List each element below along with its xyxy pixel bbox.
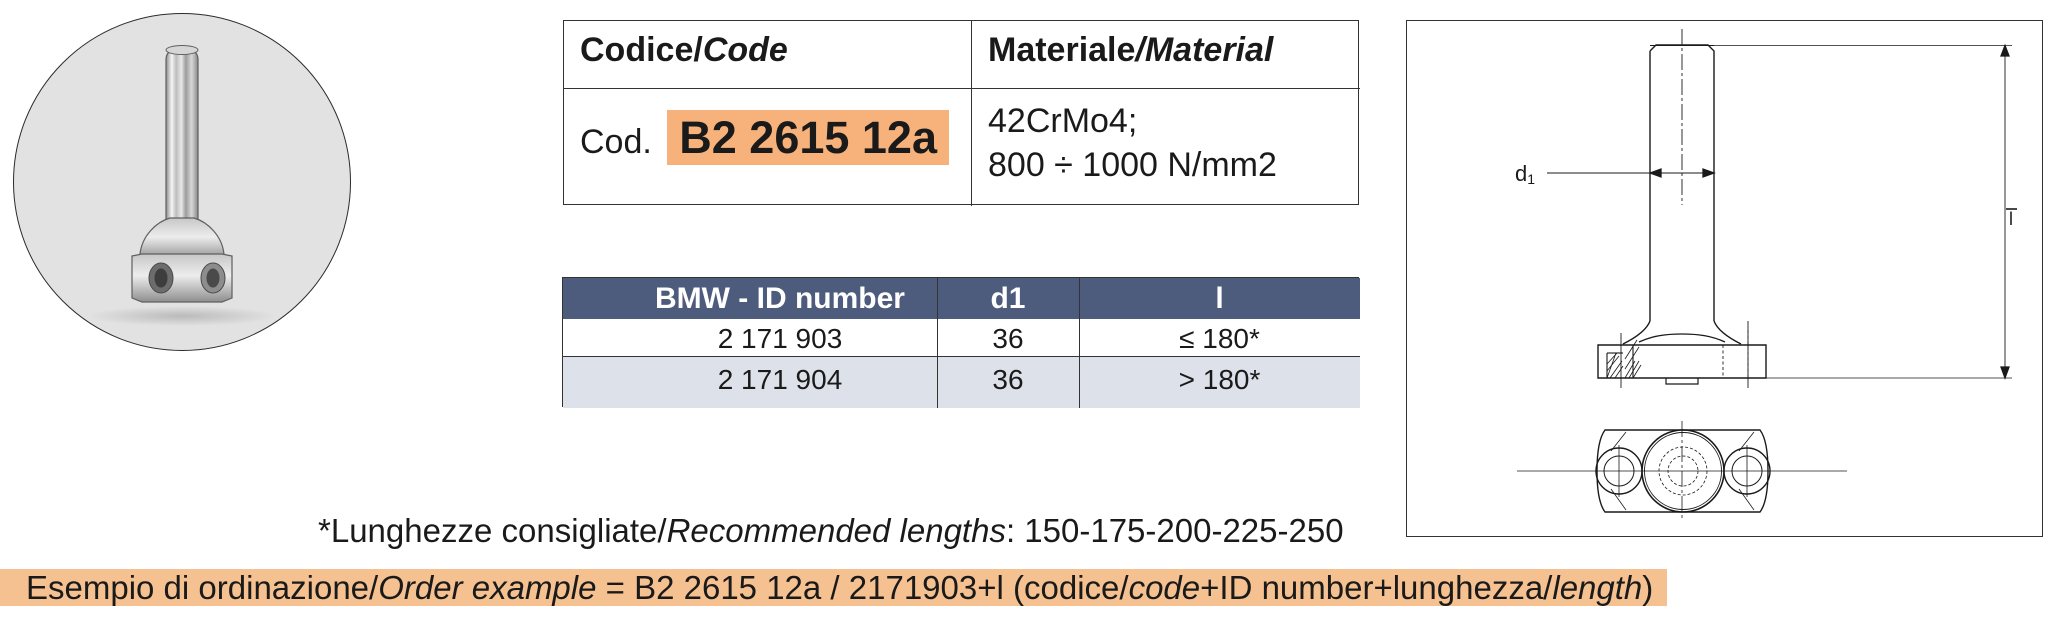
svg-text:l: l [2009,209,2013,229]
svg-text:d1: d1 [1515,161,1535,187]
